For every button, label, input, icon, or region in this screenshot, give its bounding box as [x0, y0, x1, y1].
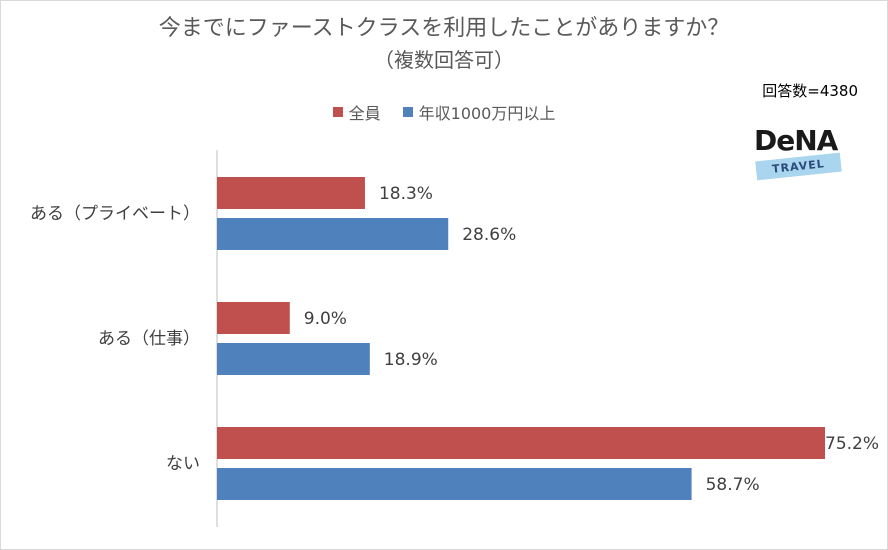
bar-all: [217, 302, 290, 334]
bar-high-income: [217, 343, 370, 375]
bar-high-income: [217, 468, 692, 500]
data-label: 28.6%: [462, 225, 516, 245]
data-label: 18.3%: [379, 184, 433, 204]
bar-all: [217, 427, 825, 459]
legend-label-all: 全員: [348, 104, 381, 123]
data-label: 75.2%: [825, 434, 879, 454]
chart-title: 今までにファーストクラスを利用したことがありますか？: [158, 16, 730, 41]
legend: 全員 年収1000万円以上: [0, 100, 888, 124]
category-label: ない: [166, 454, 200, 474]
response-count: 回答数=4380: [762, 82, 858, 100]
data-label: 58.7%: [706, 475, 760, 495]
category-label: ある（仕事）: [98, 329, 200, 349]
legend-item-high-income: 年収1000万円以上: [402, 100, 556, 124]
legend-item-all: 全員: [332, 100, 381, 124]
bar-high-income: [217, 218, 449, 250]
chart-subtitle: （複数回答可）: [374, 48, 514, 72]
logo-brand: DeNA: [754, 124, 838, 157]
data-label: 18.9%: [384, 350, 438, 370]
dena-travel-logo: DeNA TRAVEL: [752, 124, 852, 186]
legend-label-high-income: 年収1000万円以上: [418, 104, 556, 123]
data-label: 9.0%: [304, 309, 347, 329]
legend-swatch-high-income: [402, 107, 413, 117]
bar-all: [217, 177, 365, 209]
legend-swatch-all: [332, 107, 343, 117]
category-label: ある（プライベート）: [30, 204, 200, 224]
